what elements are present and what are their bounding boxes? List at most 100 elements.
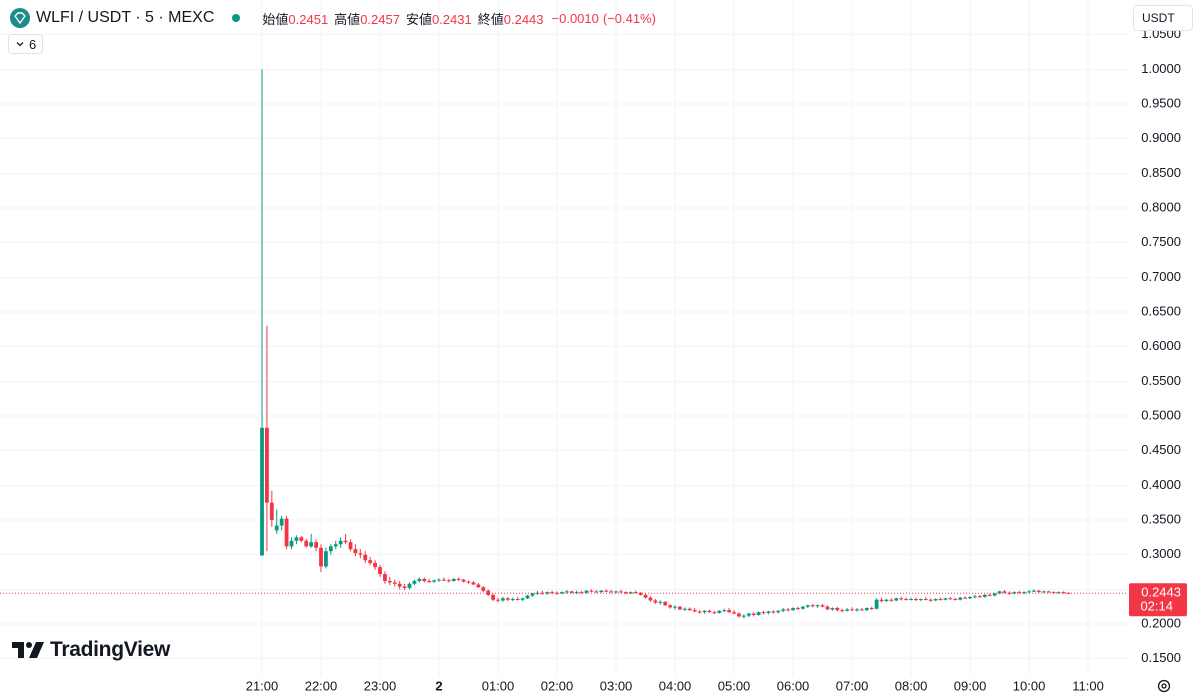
candle-body bbox=[968, 596, 972, 599]
x-tick-label: 07:00 bbox=[836, 678, 869, 693]
x-tick-label: 05:00 bbox=[718, 678, 751, 693]
y-tick-label: 0.9500 bbox=[1141, 95, 1181, 110]
candle-body bbox=[859, 609, 864, 611]
logo-mark bbox=[14, 12, 26, 24]
candle-body bbox=[973, 596, 977, 598]
y-tick-label: 1.0000 bbox=[1141, 61, 1181, 76]
candle-body bbox=[791, 608, 795, 611]
candle-body bbox=[319, 547, 323, 567]
candle-body bbox=[987, 594, 992, 596]
gear-ring bbox=[1157, 679, 1171, 693]
candle-body bbox=[668, 605, 673, 608]
candle-body bbox=[599, 590, 604, 593]
grid bbox=[0, 0, 1128, 676]
ohlc-label: 安値 bbox=[405, 11, 432, 27]
candle-body bbox=[943, 598, 948, 600]
candle-body bbox=[540, 592, 545, 594]
candle-body bbox=[328, 546, 333, 552]
brand-v bbox=[29, 642, 44, 658]
candle-body bbox=[692, 610, 697, 612]
candle-body bbox=[751, 613, 756, 615]
candle-body bbox=[982, 594, 987, 597]
candle-body bbox=[505, 598, 510, 600]
x-tick-label: 06:00 bbox=[777, 678, 810, 693]
y-tick-label: 0.5000 bbox=[1141, 407, 1181, 422]
candle-body bbox=[963, 597, 968, 599]
candle-body bbox=[928, 599, 933, 601]
candle-body bbox=[427, 581, 432, 583]
candle-body bbox=[525, 595, 530, 599]
candle-body bbox=[737, 613, 741, 617]
candle-body bbox=[619, 591, 623, 593]
candle-body bbox=[992, 593, 997, 596]
ohlc-label: 高値 bbox=[334, 11, 361, 27]
candle-body bbox=[727, 610, 732, 613]
y-tick-label: 0.7000 bbox=[1141, 269, 1181, 284]
candle-body bbox=[1056, 592, 1061, 594]
candle-body bbox=[348, 542, 353, 550]
candle-body bbox=[446, 580, 451, 582]
candle-body bbox=[948, 598, 953, 600]
ohlc-label: 終値 bbox=[477, 11, 504, 27]
x-tick-label: 02:00 bbox=[541, 678, 574, 693]
last-price-label: 0.2443 bbox=[1141, 585, 1181, 600]
candle-body bbox=[260, 427, 264, 556]
candle-body bbox=[1022, 592, 1027, 594]
candle-body bbox=[609, 591, 614, 593]
candle-body bbox=[501, 598, 505, 601]
candle-body bbox=[697, 611, 702, 613]
candle-body bbox=[471, 582, 476, 585]
candle-body bbox=[481, 587, 486, 591]
candle-body bbox=[771, 611, 776, 613]
ohlc-value: 0.2431 bbox=[431, 11, 472, 27]
candle-body bbox=[265, 427, 269, 503]
candle-body bbox=[800, 606, 805, 609]
indicators-toggle[interactable]: 6 bbox=[8, 34, 44, 54]
candle-body bbox=[397, 583, 402, 587]
gear-hub bbox=[1161, 683, 1167, 689]
candle-body bbox=[594, 591, 599, 593]
candle-body bbox=[466, 581, 471, 583]
y-tick-label: 0.4000 bbox=[1141, 477, 1181, 492]
x-tick-label: 08:00 bbox=[895, 678, 928, 693]
y-tick-label: 0.8500 bbox=[1141, 165, 1181, 180]
candle-body bbox=[279, 518, 284, 526]
candle-body bbox=[304, 540, 309, 547]
candle-body bbox=[299, 537, 304, 541]
candle-body bbox=[653, 600, 658, 603]
candle-body bbox=[722, 610, 727, 612]
candle-body bbox=[456, 578, 461, 580]
ohlc-value: 0.2451 bbox=[288, 11, 329, 27]
candle-body bbox=[776, 610, 781, 613]
candle-body bbox=[796, 608, 800, 610]
candle-body bbox=[879, 599, 884, 602]
y-tick-label: 0.6500 bbox=[1141, 303, 1181, 318]
symbol-title[interactable]: WLFI / USDT · 5 · MEXC bbox=[36, 9, 215, 26]
candle-body bbox=[855, 609, 859, 611]
candle-body bbox=[864, 608, 869, 611]
candle-body bbox=[874, 599, 879, 609]
x-tick-label: 03:00 bbox=[600, 678, 633, 693]
axes: 0.15000.20000.25000.30000.35000.40000.45… bbox=[0, 26, 1187, 693]
candle-body bbox=[623, 592, 628, 594]
candle-body bbox=[442, 579, 446, 581]
candle-body bbox=[324, 551, 328, 567]
candle-body bbox=[461, 579, 466, 582]
logo-gem bbox=[14, 12, 26, 24]
candle-body bbox=[402, 586, 407, 588]
candle-body bbox=[1046, 591, 1051, 593]
y-tick-label: 0.7500 bbox=[1141, 234, 1181, 249]
settings-icon[interactable] bbox=[1157, 679, 1171, 693]
candle-body bbox=[678, 606, 682, 610]
y-tick-label: 0.2000 bbox=[1141, 615, 1181, 630]
candle-body bbox=[284, 518, 289, 547]
last-price-box bbox=[1129, 583, 1187, 617]
currency-button[interactable]: USDT bbox=[1133, 5, 1193, 31]
y-tick-label: 0.4500 bbox=[1141, 442, 1181, 457]
candle-body bbox=[545, 592, 550, 594]
brand[interactable]: TradingView bbox=[12, 638, 170, 662]
legend-header: WLFI / USDT · 5 · MEXC 始値0.2451 高値0.2457 安… bbox=[10, 7, 656, 29]
candle-body bbox=[368, 560, 373, 563]
chevron-path bbox=[16, 42, 24, 47]
change-percent: (−0.41%) bbox=[602, 10, 656, 26]
